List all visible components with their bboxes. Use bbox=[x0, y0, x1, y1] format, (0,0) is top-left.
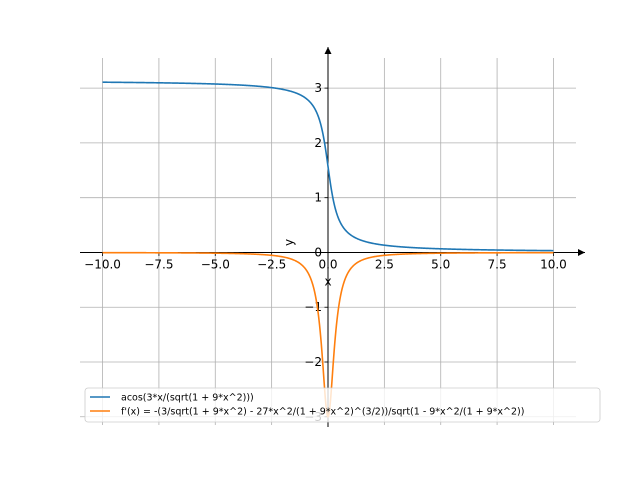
legend-label-series-1: acos(3*x/(sqrt(1 + 9*x^2))) bbox=[121, 393, 254, 404]
y-tick-label: 1 bbox=[314, 191, 322, 205]
legend-box bbox=[84, 387, 601, 423]
y-tick-label: −1 bbox=[304, 300, 322, 314]
legend: acos(3*x/(sqrt(1 + 9*x^2))) f'(x) = -(3/… bbox=[84, 387, 601, 423]
y-axis-arrow-icon bbox=[324, 47, 332, 54]
legend-label-series-2: f'(x) = -(3/sqrt(1 + 9*x^2) - 27*x^2/(1 … bbox=[121, 407, 524, 418]
x-tick-label: 7.5 bbox=[488, 257, 507, 271]
y-tick-label: 0 bbox=[314, 245, 322, 259]
x-tick-label: −7.5 bbox=[144, 257, 173, 271]
series-line-1 bbox=[102, 81, 554, 252]
x-tick-label: 5.0 bbox=[431, 257, 450, 271]
x-axis-arrow-icon bbox=[578, 248, 585, 256]
y-tick-label: 3 bbox=[314, 81, 322, 95]
x-tick-label: −10.0 bbox=[84, 257, 121, 271]
x-axis-label: x bbox=[324, 274, 331, 288]
y-tick-label: −2 bbox=[304, 355, 322, 369]
x-tick-label: 10.0 bbox=[540, 257, 567, 271]
x-ticks: −10.0 −7.5 −5.0 −2.5 0.0 2.5 5.0 7.5 10.0 bbox=[84, 252, 567, 271]
x-tick-label: 0.0 bbox=[318, 257, 337, 271]
x-tick-label: −5.0 bbox=[201, 257, 230, 271]
y-axis-label: y bbox=[282, 239, 296, 246]
x-tick-label: 2.5 bbox=[375, 257, 394, 271]
y-tick-label: 2 bbox=[314, 136, 322, 150]
x-tick-label: −2.5 bbox=[257, 257, 286, 271]
